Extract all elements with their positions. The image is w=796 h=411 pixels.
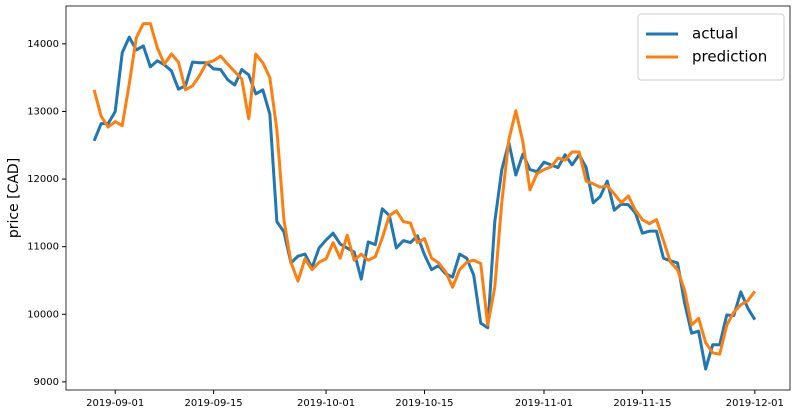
x-tick-label: 2019-09-01 xyxy=(86,398,144,409)
y-tick-label: 9000 xyxy=(34,377,59,388)
y-axis-label: price [CAD] xyxy=(6,158,22,238)
x-tick-label: 2019-11-15 xyxy=(613,398,671,409)
legend-box xyxy=(637,13,785,81)
x-tick-label: 2019-12-01 xyxy=(726,398,784,409)
x-tick-label: 2019-10-15 xyxy=(395,398,453,409)
legend-label: actual xyxy=(692,25,738,43)
x-tick-label: 2019-11-01 xyxy=(515,398,573,409)
y-tick-label: 13000 xyxy=(27,106,59,117)
y-tick-label: 10000 xyxy=(27,309,59,320)
y-tick-label: 12000 xyxy=(27,174,59,185)
x-tick-label: 2019-10-01 xyxy=(297,398,355,409)
line-series xyxy=(92,35,757,371)
y-tick-label: 11000 xyxy=(27,242,59,253)
legend-label: prediction xyxy=(692,48,767,66)
x-tick-label: 2019-09-15 xyxy=(185,398,243,409)
line-series xyxy=(92,22,757,356)
plot-area xyxy=(65,5,791,391)
y-tick-label: 14000 xyxy=(27,39,59,50)
